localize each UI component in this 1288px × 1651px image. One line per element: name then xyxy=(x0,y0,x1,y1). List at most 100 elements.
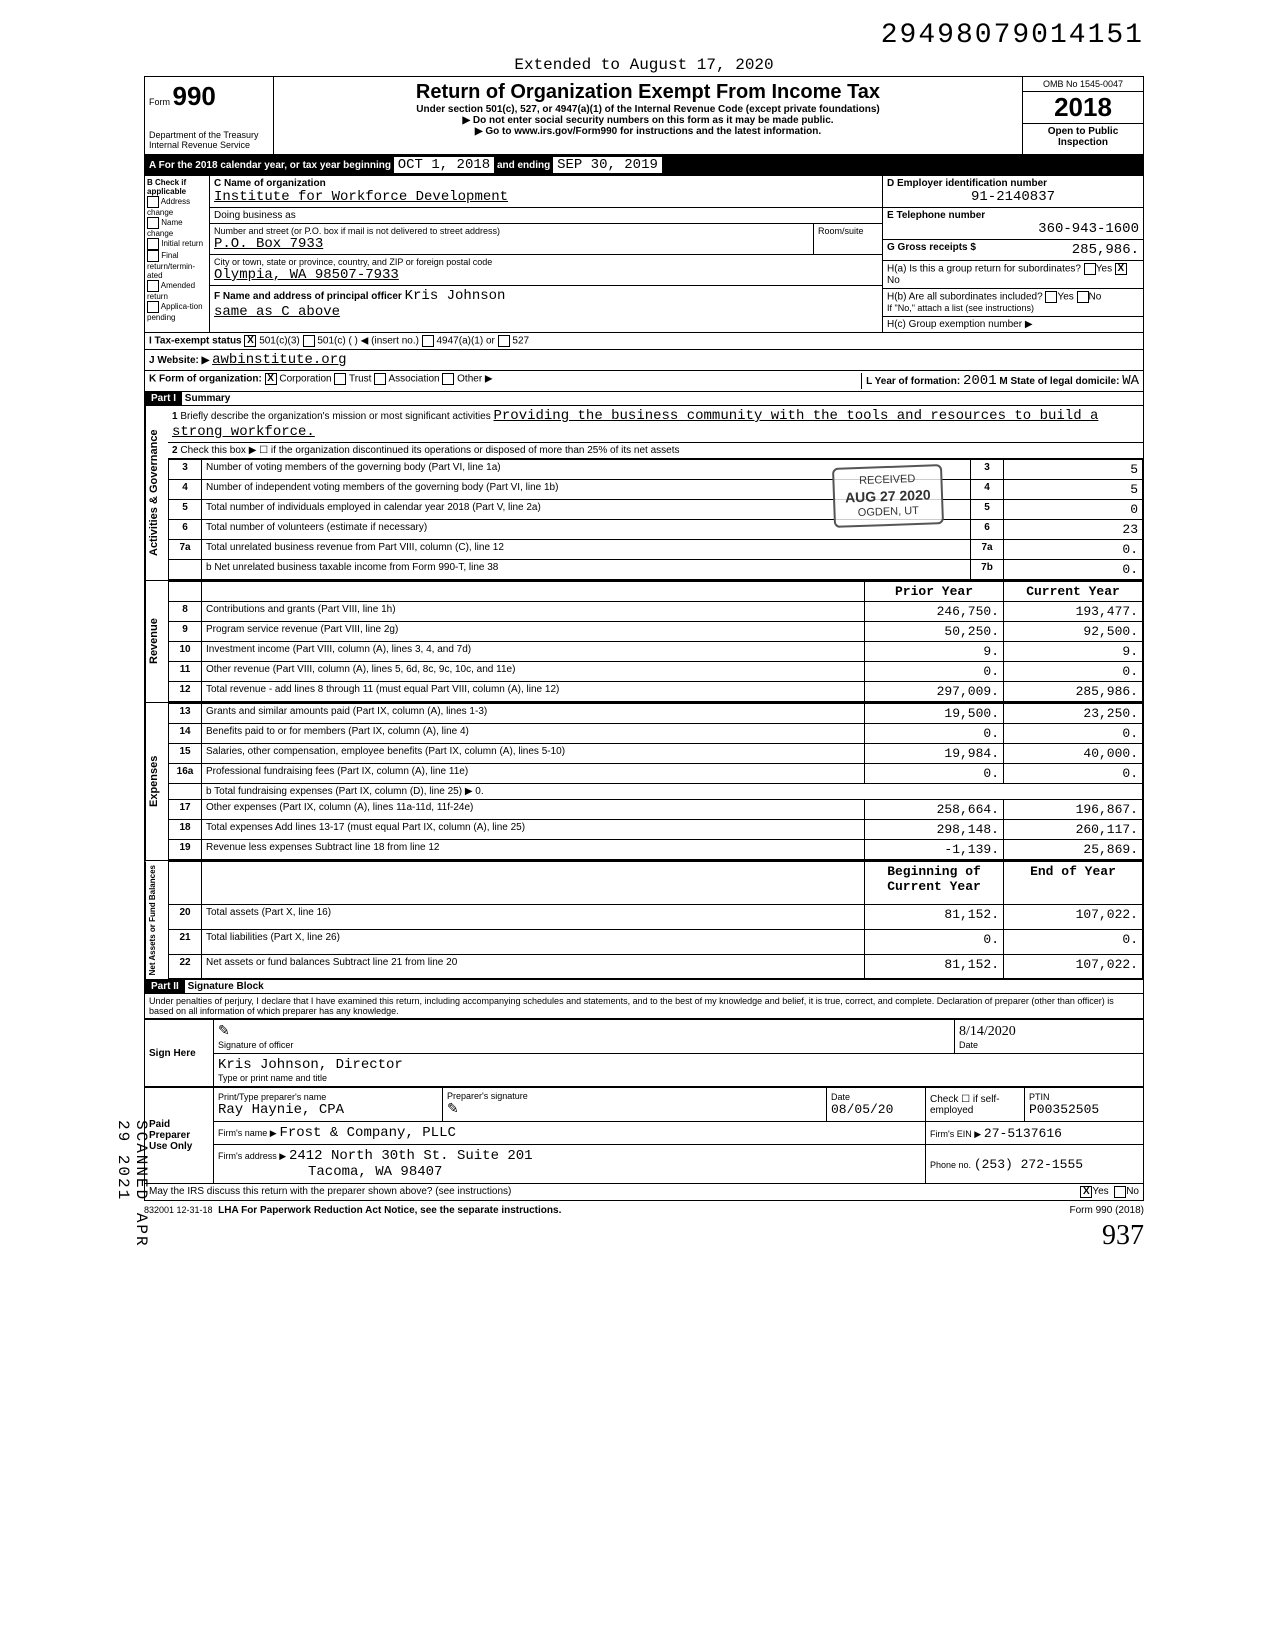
section-c: C Name of organization Institute for Wor… xyxy=(210,176,882,332)
part-1-label: Part I xyxy=(145,392,182,405)
preparer-date: 08/05/20 xyxy=(831,1102,921,1117)
hb-yes-chk[interactable] xyxy=(1045,291,1057,303)
form-note2: ▶ Go to www.irs.gov/Form990 for instruct… xyxy=(278,126,1018,137)
right-box: OMB No 1545-0047 2018 Open to Public Ins… xyxy=(1023,77,1143,154)
chk-final[interactable] xyxy=(147,250,159,262)
chk-assoc[interactable] xyxy=(374,373,386,385)
handwritten-number: 937 xyxy=(144,1220,1144,1252)
discuss-row: May the IRS discuss this return with the… xyxy=(144,1184,1144,1201)
open-public: Open to Public Inspection xyxy=(1023,124,1143,150)
hb-no-chk[interactable] xyxy=(1077,291,1089,303)
section-b: B Check if applicable Address change Nam… xyxy=(145,176,210,332)
dept-label: Department of the Treasury xyxy=(149,130,269,140)
chk-corp[interactable]: X xyxy=(265,373,277,385)
chk-other[interactable] xyxy=(442,373,454,385)
firm-ein: 27-5137616 xyxy=(984,1126,1062,1141)
line-a-begin: OCT 1, 2018 xyxy=(394,157,494,173)
form-note1: ▶ Do not enter social security numbers o… xyxy=(278,115,1018,126)
firm-name: Frost & Company, PLLC xyxy=(279,1125,455,1141)
firm-phone-label: Phone no. xyxy=(930,1160,971,1170)
officer-name-title: Kris Johnson, Director xyxy=(218,1057,1139,1073)
chk-4947[interactable] xyxy=(422,335,434,347)
discuss-no-chk[interactable] xyxy=(1114,1186,1126,1198)
part-1-body: Activities & Governance 1 Briefly descri… xyxy=(144,406,1144,581)
chk-501c[interactable] xyxy=(303,335,315,347)
chk-initial[interactable] xyxy=(147,238,159,250)
part-2-header: Part II Signature Block xyxy=(144,980,1144,994)
hc-label: H(c) Group exemption number ▶ xyxy=(887,319,1033,330)
form-title: Return of Organization Exempt From Incom… xyxy=(278,81,1018,104)
ptin-label: PTIN xyxy=(1029,1092,1139,1102)
firm-addr-label: Firm's address ▶ xyxy=(218,1151,286,1161)
preparer-name: Ray Haynie, CPA xyxy=(218,1102,438,1118)
summary-top: 3Number of voting members of the governi… xyxy=(168,459,1143,580)
tax-year: 2018 xyxy=(1023,92,1143,124)
chk-527[interactable] xyxy=(498,335,510,347)
vert-expenses: Expenses xyxy=(145,703,168,860)
ha-yes: Yes xyxy=(1096,264,1112,275)
hb-label: H(b) Are all subordinates included? xyxy=(887,292,1043,303)
line-l-label: L Year of formation: xyxy=(866,376,960,387)
preparer-signature: ✎ xyxy=(447,1101,822,1118)
part-1-title: Summary xyxy=(185,393,231,404)
org-name: Institute for Workforce Development xyxy=(214,189,878,205)
gross-receipts: 285,986. xyxy=(976,242,1139,258)
line1-label: Briefly describe the organization's miss… xyxy=(180,411,490,422)
chk-amended[interactable] xyxy=(147,280,159,292)
hb-note: If "No," attach a list (see instructions… xyxy=(887,303,1034,313)
vert-activities: Activities & Governance xyxy=(145,406,168,580)
footer-code: 832001 12-31-18 xyxy=(144,1205,213,1216)
title-box: Return of Organization Exempt From Incom… xyxy=(274,77,1023,154)
summary-expenses: 13Grants and similar amounts paid (Part … xyxy=(168,703,1143,860)
irs-label: Internal Revenue Service xyxy=(149,140,269,150)
phone: 360-943-1600 xyxy=(887,221,1139,237)
ha-yes-chk[interactable] xyxy=(1084,263,1096,275)
dba-label: Doing business as xyxy=(214,210,296,221)
chk-trust[interactable] xyxy=(334,373,346,385)
opt-501c3: 501(c)(3) xyxy=(259,336,300,347)
street-label: Number and street (or P.O. box if mail i… xyxy=(214,226,809,236)
line-k-l: K Form of organization: X Corporation Tr… xyxy=(144,371,1144,392)
preparer-name-label: Print/Type preparer's name xyxy=(218,1092,438,1102)
irs-stamp: RECEIVED AUG 27 2020 OGDEN, UT xyxy=(832,464,944,528)
form-header: Form 990 Department of the Treasury Inte… xyxy=(144,76,1144,155)
firm-name-label: Firm's name ▶ xyxy=(218,1128,277,1138)
line-i: I Tax-exempt status X 501(c)(3) 501(c) (… xyxy=(144,333,1144,350)
officer: Kris Johnson xyxy=(405,288,506,304)
revenue-block: Revenue Prior YearCurrent Year8Contribut… xyxy=(144,581,1144,703)
stamp-where: OGDEN, UT xyxy=(846,505,932,520)
stamp-received: RECEIVED xyxy=(845,473,931,488)
section-d-label: D Employer identification number xyxy=(887,178,1139,189)
discuss-no: No xyxy=(1126,1186,1139,1198)
opt-initial: Initial return xyxy=(161,239,203,248)
street: P.O. Box 7933 xyxy=(214,236,809,252)
vert-net: Net Assets or Fund Balances xyxy=(145,861,168,979)
chk-501c3[interactable]: X xyxy=(244,335,256,347)
chk-address[interactable] xyxy=(147,196,159,208)
line-k-label: K Form of organization: xyxy=(149,374,262,385)
discuss-text: May the IRS discuss this return with the… xyxy=(149,1186,1080,1198)
footer-lha: LHA For Paperwork Reduction Act Notice, … xyxy=(218,1205,1069,1216)
officer-signature: ✎ xyxy=(218,1023,950,1040)
extended-date: Extended to August 17, 2020 xyxy=(144,56,1144,74)
section-g-label: G Gross receipts $ xyxy=(887,242,976,258)
section-e-label: E Telephone number xyxy=(887,210,1139,221)
discuss-yes-chk[interactable]: X xyxy=(1080,1186,1092,1198)
chk-name[interactable] xyxy=(147,217,159,229)
year-formation: 2001 xyxy=(963,373,997,389)
line-a: A For the 2018 calendar year, or tax yea… xyxy=(144,155,1144,176)
ha-no-chk[interactable]: X xyxy=(1115,263,1127,275)
type-label: Type or print name and title xyxy=(218,1073,1139,1083)
perjury-text: Under penalties of perjury, I declare th… xyxy=(144,994,1144,1019)
chk-pending[interactable] xyxy=(147,301,159,313)
ein: 91-2140837 xyxy=(887,189,1139,205)
opt-4947: 4947(a)(1) or xyxy=(437,336,495,347)
website: awbinstitute.org xyxy=(212,352,346,368)
paid-label: Paid Preparer Use Only xyxy=(145,1088,214,1184)
part-1-header: Part I Summary xyxy=(144,392,1144,406)
preparer-date-label: Date xyxy=(831,1092,921,1102)
footer-form: Form 990 (2018) xyxy=(1070,1205,1144,1216)
line-a-ending-label: and ending xyxy=(497,160,550,171)
opt-assoc: Association xyxy=(388,374,439,385)
opt-501c: 501(c) ( ) ◀ (insert no.) xyxy=(317,336,419,347)
